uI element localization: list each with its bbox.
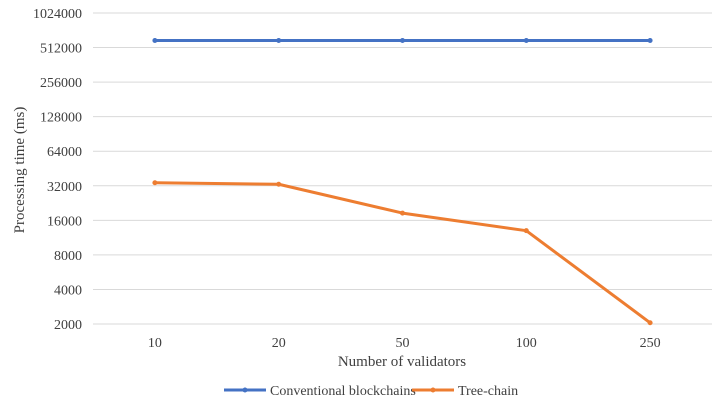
- series-layer: [152, 37, 653, 326]
- x-tick-label-250: 250: [640, 336, 661, 351]
- data-point-tree-chain-10[interactable]: [152, 180, 158, 186]
- y-tick-label-256000: 256000: [40, 76, 82, 91]
- data-point-tree-chain-100[interactable]: [523, 228, 529, 234]
- x-tick-label-50: 50: [396, 336, 410, 351]
- data-point-conventional-blockchains-10[interactable]: [152, 37, 158, 43]
- y-tick-label-1024000: 1024000: [33, 7, 82, 22]
- legend-marker-conventional-blockchains: [242, 387, 248, 393]
- y-tick-label-8000: 8000: [54, 249, 82, 264]
- x-tick-label-20: 20: [272, 336, 286, 351]
- data-point-conventional-blockchains-100[interactable]: [523, 37, 529, 43]
- legend-marker-tree-chain: [430, 387, 436, 393]
- y-axis-tick-labels: 2000 4000 8000 16000 32000 64000 128000 256000 5…: [33, 7, 82, 333]
- data-point-conventional-blockchains-250[interactable]: [647, 37, 653, 43]
- data-point-tree-chain-20[interactable]: [276, 181, 282, 187]
- x-tick-label-10: 10: [148, 336, 162, 351]
- data-point-tree-chain-250[interactable]: [647, 320, 653, 326]
- series-tree-chain: [152, 180, 653, 326]
- y-tick-label-128000: 128000: [40, 111, 82, 126]
- legend: Conventional blockchains Tree-chain: [224, 384, 518, 399]
- x-axis-title: Number of validators: [338, 354, 466, 370]
- gridlines: [93, 12, 712, 325]
- y-tick-label-2000: 2000: [54, 318, 82, 333]
- y-tick-label-4000: 4000: [54, 283, 82, 298]
- x-tick-label-100: 100: [516, 336, 537, 351]
- legend-label-conventional-blockchains: Conventional blockchains: [270, 384, 416, 399]
- y-axis-title: Processing time (ms): [12, 107, 28, 234]
- y-tick-label-16000: 16000: [47, 214, 82, 229]
- data-point-conventional-blockchains-20[interactable]: [276, 37, 282, 43]
- data-point-tree-chain-50[interactable]: [400, 210, 405, 216]
- legend-item-tree-chain[interactable]: Tree-chain: [412, 384, 518, 399]
- y-tick-label-512000: 512000: [40, 42, 82, 57]
- legend-label-tree-chain: Tree-chain: [458, 384, 518, 399]
- series-line-tree-chain: [154, 181, 651, 324]
- series-conventional-blockchains: [152, 37, 653, 43]
- legend-item-conventional-blockchains[interactable]: Conventional blockchains: [224, 384, 416, 399]
- data-point-conventional-blockchains-50[interactable]: [400, 37, 405, 43]
- y-tick-label-32000: 32000: [47, 180, 82, 195]
- x-axis-tick-labels: 10 20 50 100 250: [148, 336, 661, 351]
- y-tick-label-64000: 64000: [47, 145, 82, 160]
